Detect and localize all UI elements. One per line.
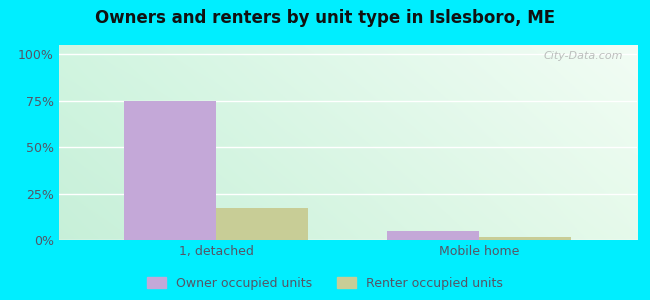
Bar xyxy=(124,101,216,240)
Bar xyxy=(216,208,308,240)
Bar xyxy=(387,231,479,240)
Legend: Owner occupied units, Renter occupied units: Owner occupied units, Renter occupied un… xyxy=(144,273,506,294)
Bar xyxy=(479,237,571,240)
Text: Owners and renters by unit type in Islesboro, ME: Owners and renters by unit type in Isles… xyxy=(95,9,555,27)
Text: City-Data.com: City-Data.com xyxy=(543,51,623,61)
